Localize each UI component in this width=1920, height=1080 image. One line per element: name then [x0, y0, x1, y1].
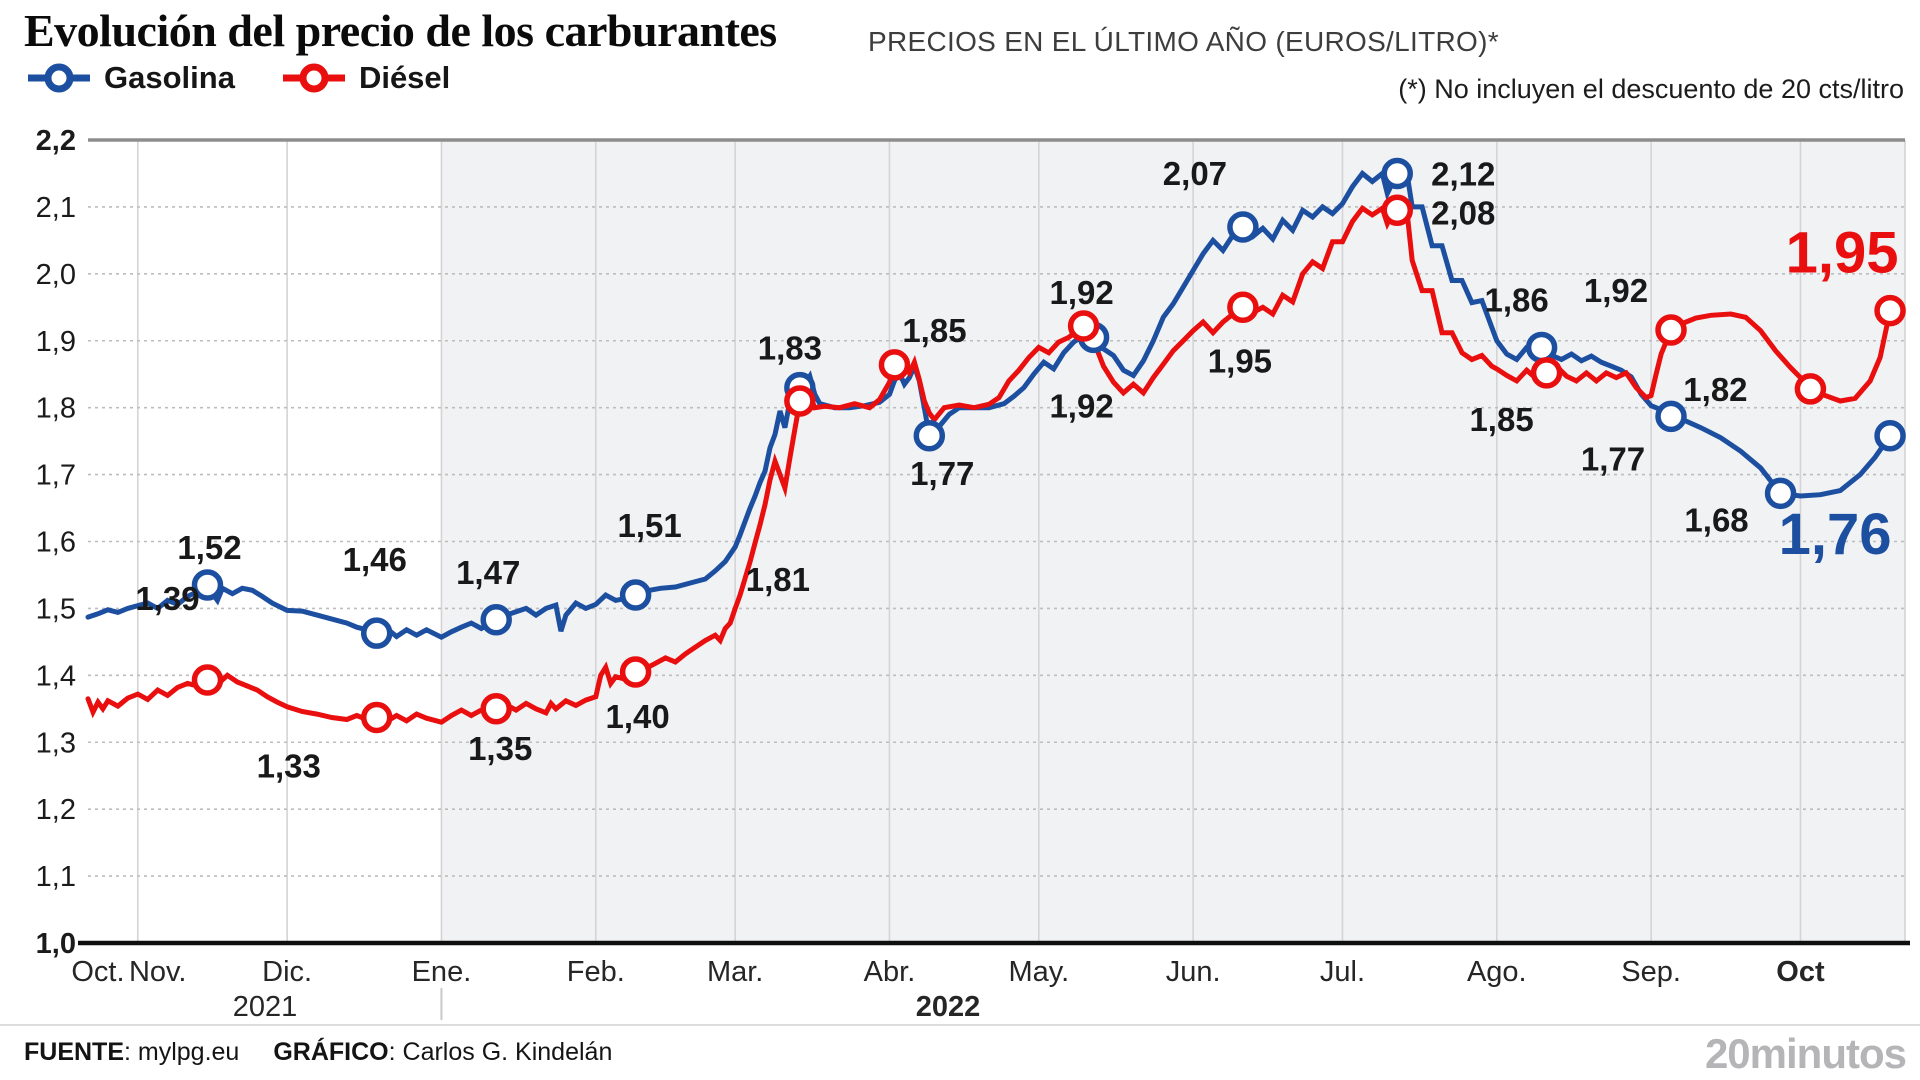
data-label: 1,77: [910, 455, 974, 492]
data-label: 1,33: [257, 747, 321, 784]
x-tick-label: Dic.: [262, 956, 312, 988]
data-label: 1,85: [902, 312, 966, 349]
footer-divider: [0, 1024, 1920, 1026]
y-tick-label: 1,5: [36, 593, 76, 625]
legend: Gasolina Diésel: [26, 60, 450, 96]
data-label: 1,46: [343, 541, 407, 578]
x-tick-label: Oct.: [71, 956, 124, 988]
y-tick-label: 2,0: [36, 259, 76, 291]
data-marker: [619, 579, 652, 611]
data-marker: [878, 349, 911, 381]
y-tick-label: 1,0: [36, 928, 76, 960]
legend-item-disel: Diésel: [281, 60, 450, 96]
data-marker: [913, 420, 946, 452]
data-marker: [480, 693, 512, 725]
data-marker: [1227, 211, 1259, 243]
data-label: 2,07: [1163, 155, 1227, 192]
credit-label: GRÁFICO: [273, 1038, 389, 1066]
data-label: 1,92: [1584, 272, 1648, 309]
data-marker: [619, 656, 652, 688]
publisher-logo: 20minutos: [1704, 1030, 1907, 1077]
data-label: 1,68: [1684, 501, 1748, 538]
data-label: 1,92: [1049, 274, 1113, 311]
data-label: 1,92: [1049, 387, 1113, 424]
legend-item-gasolina: Gasolina: [26, 60, 235, 96]
x-tick-label: Ago.: [1467, 956, 1527, 988]
source-label: FUENTE: [24, 1038, 124, 1066]
data-marker: [784, 385, 816, 417]
year-label: 2022: [916, 991, 981, 1023]
x-tick-label: Ene.: [412, 956, 472, 988]
data-label: 1,86: [1484, 281, 1548, 318]
data-marker: [1874, 294, 1906, 327]
chart-subtitle: PRECIOS EN EL ÚLTIMO AÑO (EUROS/LITRO)*: [868, 26, 1499, 57]
y-tick-label: 1,6: [36, 527, 76, 559]
y-tick-label: 1,2: [36, 794, 76, 826]
x-tick-label: Oct: [1776, 956, 1825, 988]
data-label: 1,40: [605, 698, 669, 735]
y-tick-label: 1,9: [36, 326, 76, 358]
legend-line-marker-icon: [282, 63, 345, 93]
x-tick-label: Nov.: [129, 956, 186, 988]
data-label: 1,51: [617, 507, 681, 544]
y-tick-label: 1,8: [36, 393, 76, 425]
x-tick-label: Jul.: [1320, 956, 1365, 988]
x-tick-label: Mar.: [707, 956, 763, 988]
data-marker: [1655, 314, 1687, 346]
data-marker: [1655, 400, 1687, 433]
credit-value: : Carlos G. Kindelán: [388, 1038, 613, 1066]
data-label: 1,76: [1779, 502, 1892, 567]
discount-footnote: (*) No incluyen el descuento de 20 cts/l…: [1398, 74, 1904, 104]
y-tick-label: 2,1: [36, 192, 76, 224]
data-label: 2,08: [1431, 194, 1495, 231]
data-label: 1,85: [1469, 401, 1533, 438]
data-label: 1,82: [1683, 371, 1747, 408]
x-tick-label: May.: [1008, 956, 1069, 988]
data-label: 1,95: [1208, 342, 1272, 379]
legend-label: Diésel: [358, 60, 451, 95]
data-label: 1,52: [177, 529, 241, 566]
x-tick-label: Abr.: [864, 956, 916, 988]
y-tick-label: 1,7: [36, 460, 76, 492]
data-marker: [1764, 477, 1797, 510]
legend-label: Gasolina: [104, 60, 235, 95]
data-marker: [1525, 331, 1558, 364]
data-marker: [1874, 420, 1906, 452]
source-value: : mylpg.eu: [124, 1038, 240, 1066]
data-label: 2,12: [1431, 155, 1495, 192]
y-tick-label: 1,1: [36, 861, 76, 893]
data-label: 1,77: [1581, 440, 1645, 477]
x-tick-label: Jun.: [1166, 956, 1221, 988]
data-marker: [191, 664, 224, 696]
data-label: 1,83: [758, 330, 822, 367]
y-tick-label: 1,3: [36, 727, 76, 759]
y-tick-label: 2,2: [36, 125, 76, 157]
data-label: 1,35: [468, 730, 532, 767]
data-label: 1,47: [456, 554, 520, 591]
data-marker: [191, 569, 224, 601]
legend-line-marker-icon: [28, 63, 90, 93]
x-tick-label: Sep.: [1621, 956, 1681, 988]
x-tick-label: Feb.: [567, 956, 625, 988]
data-marker: [360, 701, 393, 734]
data-marker: [480, 604, 512, 636]
source-credit: FUENTE: mylpg.eu GRÁFICO: Carlos G. Kinde…: [24, 1038, 612, 1067]
page-title: Evolución del precio de los carburantes: [24, 5, 777, 56]
data-label: 1,81: [746, 561, 810, 598]
data-marker: [1227, 291, 1259, 324]
data-marker: [1067, 310, 1100, 342]
data-label: 1,39: [135, 580, 199, 617]
data-marker: [1530, 357, 1563, 389]
y-tick-label: 1,4: [36, 660, 76, 692]
data-marker: [1794, 373, 1827, 405]
data-marker: [360, 617, 393, 649]
data-marker: [1381, 157, 1413, 190]
data-label: 1,95: [1786, 221, 1899, 286]
data-marker: [1381, 194, 1413, 227]
year-label: 2021: [233, 991, 298, 1023]
